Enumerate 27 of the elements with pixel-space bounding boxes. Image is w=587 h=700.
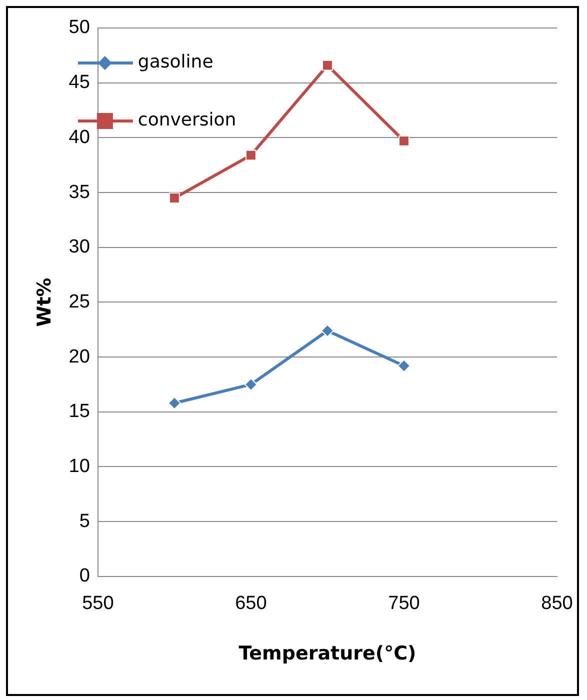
point [322,60,333,71]
x-tick-label: 750 [388,593,420,614]
point [168,192,180,204]
y-tick-label: 30 [68,236,90,258]
y-tick-label: 50 [68,17,90,38]
point [246,150,256,161]
point [397,359,410,372]
y-tick-label: 45 [68,72,90,94]
x-tick-label: 650 [235,593,267,614]
point [168,396,181,410]
point [398,136,410,146]
point [244,378,258,391]
y-tick-label: 25 [68,291,90,312]
y-tick-label: 35 [68,182,90,203]
point [320,324,334,338]
x-axis-title: Temperature(°C) [238,642,416,665]
y-tick-label: 0 [79,566,90,587]
y-tick-label: 40 [68,126,90,148]
x-tick-label: 550 [82,593,114,614]
y-tick-label: 15 [68,401,90,422]
legend-label: conversion [138,110,236,131]
legend-label: gasoline [138,52,214,73]
y-tick-label: 5 [79,510,90,532]
x-tick-label: 850 [541,593,573,614]
y-axis-title: Wt% [33,278,56,327]
y-tick-label: 20 [68,346,90,368]
y-tick-label: 10 [68,456,90,477]
